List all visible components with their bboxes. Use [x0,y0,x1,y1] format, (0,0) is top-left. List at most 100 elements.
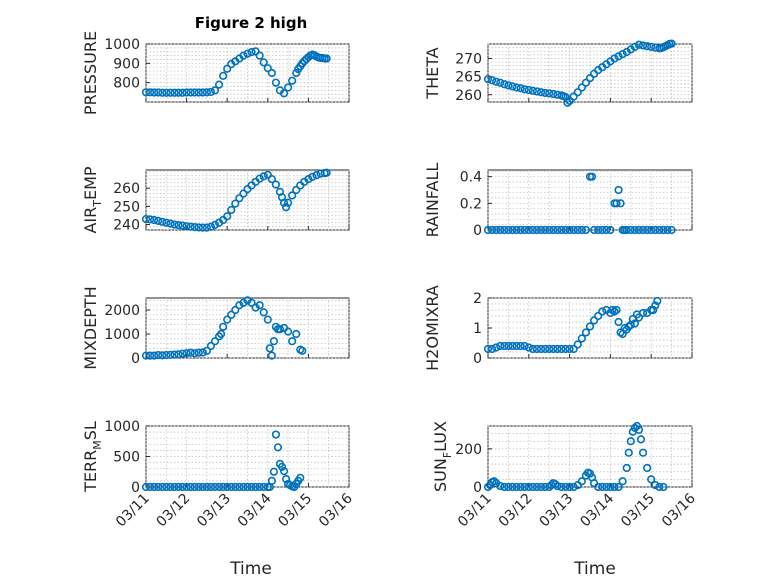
subplot-rainfall: 0 0.2 0.4 RAINFALL [423,163,693,239]
data-point [182,482,191,492]
data-point [259,172,268,181]
data-point [496,78,505,87]
data-point [231,199,240,208]
data-point [251,47,260,56]
x-tick-label: 03/12 [154,491,194,531]
data-point [265,344,274,353]
data-point [243,296,252,305]
data-point [612,305,621,315]
data-point [227,482,236,492]
data-point [483,75,493,84]
data-point [589,316,599,325]
data-point [557,482,566,492]
data-point [532,87,542,96]
data-point [206,482,216,492]
data-point [569,344,578,354]
y-tick-label: 0 [473,223,482,239]
data-point [569,482,578,492]
data-point [528,344,537,354]
data-point [614,52,623,61]
data-point [239,482,248,492]
data-point [251,482,260,492]
data-point [166,482,175,492]
data-point [553,481,562,491]
data-point [659,225,668,235]
data-point [174,482,183,492]
data-point [512,482,521,492]
data-point [150,482,159,492]
y-axis-label-part: SUN [431,458,450,492]
data-point [202,482,211,492]
data-point [516,225,525,235]
data-point [158,88,167,97]
data-point [532,482,542,492]
y-axis-label-part: TERR [81,450,100,493]
data-point [166,350,175,359]
data-point [577,334,586,343]
data-point [273,443,283,452]
data-point [565,482,574,492]
data-point [536,88,546,97]
data-point [561,225,570,235]
data-point [145,482,155,492]
subplot-theta: 260 265 270 THETA [423,39,693,107]
data-point [279,198,289,207]
data-point [549,225,558,235]
data-point [594,482,603,492]
data-point [581,328,591,337]
data-point [655,482,664,492]
y-tick-label: 1000 [104,327,140,343]
data-point [496,481,505,491]
data-point [247,298,256,307]
x-tick-label: 03/11 [113,491,153,531]
data-point [508,225,517,235]
data-point [235,301,244,310]
data-point [271,78,281,87]
data-point [166,88,175,97]
data-point [585,322,595,331]
data-point [145,351,155,360]
data-point [162,351,171,360]
data-point [598,307,607,316]
data-point [634,225,644,235]
data-point [483,344,493,354]
data-point [524,85,533,95]
data-point [643,225,652,235]
data-point [618,477,627,486]
data-point [239,298,248,307]
data-point [162,482,171,492]
data-point [594,311,603,321]
data-point [178,482,187,492]
data-point [647,225,656,235]
data-point [267,351,276,360]
data-point [500,341,509,351]
y-tick-label: 1 [473,321,482,337]
y-tick-label: 250 [113,199,140,215]
data-point [512,83,521,92]
data-point [182,222,191,231]
data-point [141,351,151,360]
data-point [239,51,248,60]
subplot-sun-flux: 0 200 03/11 03/12 03/13 03/14 03/15 03/16 SUNFLU… [431,421,699,530]
data-point [651,480,660,490]
x-axis-label-left: Time [229,559,272,579]
y-axis-label: AIRTEMP [81,166,104,233]
subplot-air-temp: 240 250 260 AIRTEMP [81,166,350,234]
data-point [251,303,260,312]
data-point [255,482,264,492]
data-point [667,39,676,48]
data-point [589,225,599,235]
data-point [292,185,301,195]
y-axis-label-part: EMP [81,166,100,200]
y-tick-label: 0.4 [460,170,482,186]
x-tick-label: 03/14 [577,490,617,530]
x-tick-label: 03/13 [194,491,234,531]
data-point [634,313,644,322]
data-point [210,220,220,230]
data-point [271,180,281,189]
y-axis-label: SUNFLUX [431,421,454,492]
data-point [296,473,305,482]
data-point [536,344,546,354]
data-point [598,482,607,492]
